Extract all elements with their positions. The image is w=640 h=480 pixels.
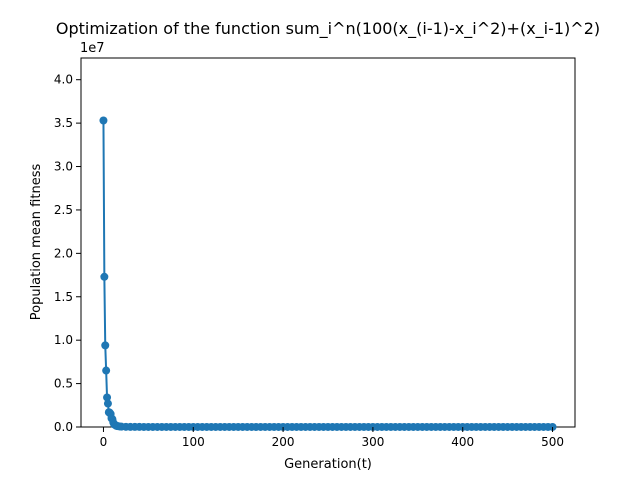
x-tick-label: 0 <box>100 435 108 449</box>
x-tick-label: 400 <box>451 435 474 449</box>
data-point <box>103 399 112 408</box>
data-point <box>101 341 110 350</box>
y-tick-label: 1.0 <box>54 333 73 347</box>
x-tick-label: 500 <box>541 435 564 449</box>
y-tick-label: 0.0 <box>54 420 73 434</box>
x-tick-label: 300 <box>361 435 384 449</box>
y-tick-label: 3.5 <box>54 116 73 130</box>
x-tick-label: 100 <box>182 435 205 449</box>
data-point <box>100 272 109 281</box>
y-axis-ticks: 0.0 0.5 1.0 1.5 2.0 2.5 3.0 3.5 4.0 <box>54 73 81 434</box>
plot-frame <box>80 57 576 428</box>
y-tick-label: 4.0 <box>54 73 73 87</box>
data-point <box>99 116 108 125</box>
series-layer <box>99 116 557 431</box>
data-point <box>102 366 111 375</box>
x-axis-ticks: 0 100 200 300 400 500 <box>100 427 564 449</box>
plot-area <box>80 57 576 428</box>
y-tick-label: 2.0 <box>54 246 73 260</box>
y-axis-label: Population mean fitness <box>29 164 44 321</box>
y-tick-label: 3.0 <box>54 160 73 174</box>
x-axis-label: Generation(t) <box>284 457 372 472</box>
x-tick-label: 200 <box>272 435 295 449</box>
chart-title: Optimization of the function sum_i^n(100… <box>56 19 600 39</box>
y-tick-label: 0.5 <box>54 377 73 391</box>
y-tick-label: 2.5 <box>54 203 73 217</box>
data-point <box>548 422 557 431</box>
y-offset-label: 1e7 <box>80 41 105 56</box>
y-tick-label: 1.5 <box>54 290 73 304</box>
data-point <box>103 393 112 402</box>
